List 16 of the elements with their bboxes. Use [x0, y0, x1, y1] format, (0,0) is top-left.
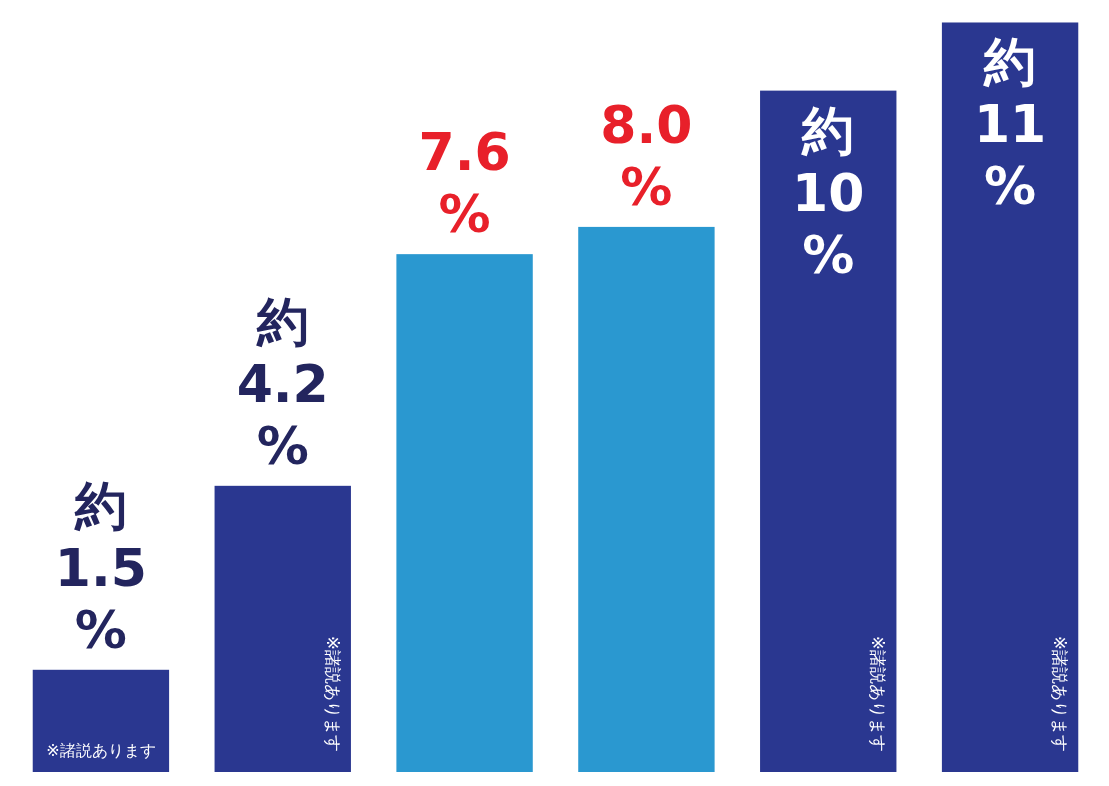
bar [941, 22, 1079, 772]
annotation: ※諸説あります [46, 741, 156, 760]
bar [214, 485, 351, 772]
bar [578, 226, 715, 772]
annotation: ※諸説あります [1050, 635, 1071, 752]
data-label: 7.6 % [418, 122, 511, 245]
bar [32, 669, 170, 772]
bar [760, 90, 897, 772]
data-label: 約 1.5 % [54, 475, 147, 660]
annotation: ※諸説あります [322, 635, 343, 752]
annotation: ※諸説あります [868, 635, 889, 752]
data-label: 8.0 % [600, 94, 693, 217]
bar [396, 254, 533, 772]
data-label: 約 4.2 % [236, 291, 329, 476]
data-label: 約 11 % [973, 32, 1047, 217]
data-label: 約 10 % [792, 100, 865, 285]
